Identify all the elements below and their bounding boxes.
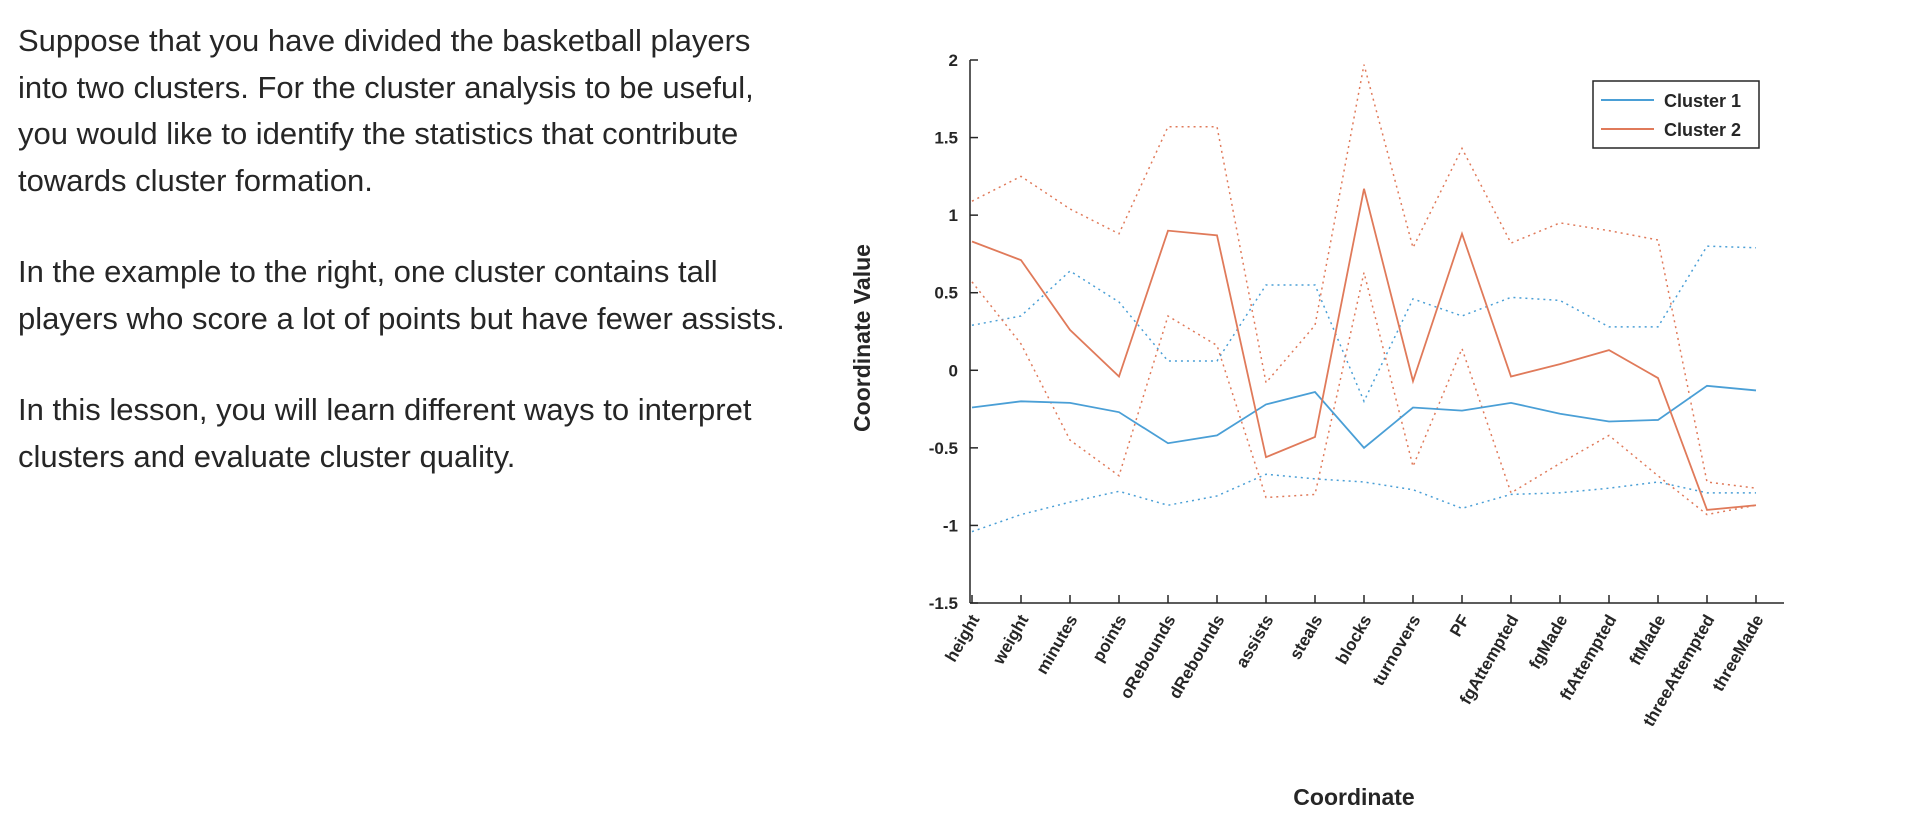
series-2-line — [971, 188, 1757, 511]
y-tick-label: -0.5 — [929, 439, 958, 458]
bounds-lines — [971, 64, 1757, 533]
y-tick-label: 1.5 — [934, 129, 958, 148]
x-tick-label-height: height — [942, 611, 984, 665]
y-tick-label: 2 — [949, 51, 958, 70]
series-1-line — [971, 384, 1757, 450]
x-tick-label-ftMade: ftMade — [1626, 612, 1670, 669]
x-tick-label-weight: weight — [989, 611, 1033, 668]
y-tick-labels: 2 1.5 1 0.5 0 -0.5 -1 -1.5 — [929, 51, 958, 613]
series-2-lower-line — [971, 272, 1757, 516]
intro-paragraph: Suppose that you have divided the basket… — [18, 23, 754, 198]
x-axis-title: Coordinate — [1293, 784, 1414, 810]
y-tick-label: -1.5 — [929, 594, 958, 613]
lesson-paragraph: In this lesson, you will learn different… — [18, 392, 752, 474]
cluster-parallel-coordinates-chart: 2 1.5 1 0.5 0 -0.5 -1 -1.5 height weight minutes p… — [849, 51, 1784, 810]
x-tick-label-steals: steals — [1286, 612, 1327, 663]
series-2-upper-line — [971, 64, 1757, 489]
lesson-text-panel: Suppose that you have divided the basket… — [18, 18, 808, 525]
axes — [969, 59, 1784, 604]
legend-box — [1592, 80, 1760, 149]
x-tick-label-assists: assists — [1232, 612, 1277, 671]
series-1-upper-line — [971, 245, 1757, 404]
x-tick-label-turnovers: turnovers — [1369, 612, 1425, 689]
x-tick-label-PF: PF — [1446, 612, 1473, 640]
x-tick-label-minutes: minutes — [1032, 612, 1081, 678]
series-lines — [971, 188, 1757, 511]
y-tick-label: -1 — [943, 516, 958, 535]
x-tick-label-blocks: blocks — [1332, 612, 1375, 668]
legend-label-cluster-1: Cluster 1 — [1664, 91, 1741, 111]
y-tick-label: 1 — [949, 206, 958, 225]
y-tick-label: 0 — [949, 361, 958, 380]
x-tick-label-fgMade: fgMade — [1525, 612, 1571, 673]
legend-label-cluster-2: Cluster 2 — [1664, 120, 1741, 140]
x-tick-label-points: points — [1089, 612, 1131, 666]
series-1-lower-line — [971, 473, 1756, 533]
example-paragraph: In the example to the right, one cluster… — [18, 254, 785, 336]
x-tick-label-threeMade: threeMade — [1708, 612, 1767, 695]
y-axis-title: Coordinate Value — [849, 244, 875, 432]
x-tick-labels: height weight minutes pointsoReboundsdRebou… — [942, 611, 1768, 730]
y-tick-label: 0.5 — [934, 284, 958, 303]
legend: Cluster 1 Cluster 2 — [1592, 80, 1760, 149]
